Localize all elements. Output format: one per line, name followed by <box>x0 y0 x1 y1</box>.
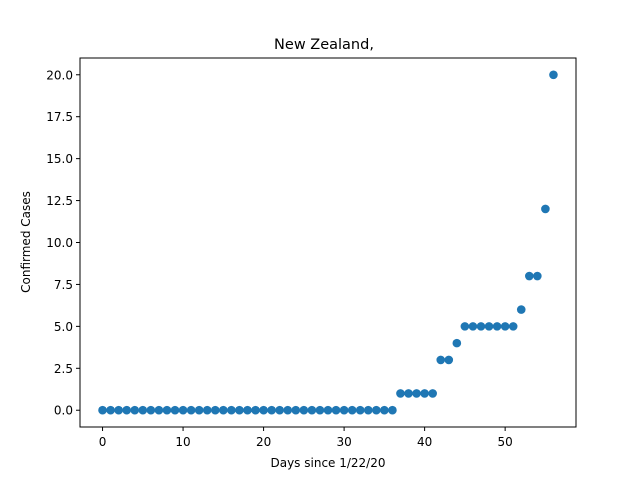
y-tick-label: 15.0 <box>46 152 73 166</box>
data-point <box>492 322 502 331</box>
x-tick-label: 50 <box>498 435 513 449</box>
data-point <box>235 405 244 415</box>
data-point <box>541 204 550 214</box>
data-point <box>291 405 301 415</box>
data-point <box>162 405 172 415</box>
y-axis-label: Confirmed Cases <box>19 191 33 293</box>
x-tick-label: 30 <box>336 435 351 449</box>
data-point <box>130 405 140 415</box>
data-point <box>299 405 309 415</box>
data-point <box>210 405 220 415</box>
data-point <box>355 405 365 415</box>
data-point <box>347 405 357 415</box>
data-point <box>404 389 413 398</box>
data-point <box>227 405 236 415</box>
data-point <box>331 405 341 415</box>
x-tick-label: 10 <box>175 435 190 449</box>
data-point <box>315 405 325 415</box>
data-point <box>186 405 196 415</box>
y-axis-ticks: 0.0 2.5 5.0 7.5 10.0 12.5 15.0 17.5 20.0 <box>46 68 80 418</box>
data-point <box>436 355 446 365</box>
data-point <box>170 405 180 415</box>
data-point <box>98 405 107 415</box>
data-point <box>388 405 397 415</box>
data-point <box>194 405 204 415</box>
x-axis-ticks: 0 10 20 30 40 50 <box>99 427 513 449</box>
y-tick-label: 12.5 <box>46 194 73 208</box>
chart-title: New Zealand, <box>274 37 374 53</box>
y-tick-label: 7.5 <box>54 278 73 292</box>
y-tick-label: 20.0 <box>46 68 73 82</box>
data-point <box>219 405 228 415</box>
data-point <box>307 405 317 415</box>
data-point <box>339 405 349 415</box>
data-point <box>396 389 405 398</box>
data-point <box>251 405 260 415</box>
data-point <box>283 405 293 415</box>
data-point <box>524 271 534 281</box>
data-point <box>267 405 276 415</box>
y-tick-label: 17.5 <box>46 110 73 124</box>
data-point <box>452 338 462 348</box>
y-tick-label: 0.0 <box>54 404 73 418</box>
data-points <box>98 70 558 415</box>
data-point <box>243 405 252 415</box>
data-point <box>412 389 421 398</box>
data-point <box>138 405 148 415</box>
data-point <box>178 405 188 415</box>
data-point <box>516 305 526 314</box>
data-point <box>476 322 486 331</box>
data-point <box>460 322 470 331</box>
data-point <box>154 405 164 415</box>
data-point <box>372 405 381 415</box>
data-point <box>202 405 212 415</box>
x-axis-label: Days since 1/22/20 <box>270 456 385 470</box>
data-point <box>380 405 389 415</box>
data-point <box>363 405 373 415</box>
data-point <box>114 405 123 415</box>
x-tick-label: 0 <box>99 435 107 449</box>
data-point <box>484 322 494 331</box>
y-tick-label: 10.0 <box>46 236 73 250</box>
data-point <box>122 405 132 415</box>
data-point <box>533 271 542 281</box>
data-point <box>549 70 558 80</box>
x-tick-label: 40 <box>417 435 432 449</box>
data-point <box>500 322 510 331</box>
data-point <box>259 405 268 415</box>
data-point <box>444 355 454 365</box>
data-point <box>508 322 518 331</box>
data-point <box>275 405 284 415</box>
data-point <box>468 322 478 331</box>
data-point <box>323 405 333 415</box>
data-point <box>428 389 437 398</box>
y-tick-label: 5.0 <box>54 320 73 334</box>
plot-frame <box>79 57 577 428</box>
data-point <box>106 405 115 415</box>
data-point <box>146 405 156 415</box>
x-tick-label: 20 <box>256 435 271 449</box>
y-tick-label: 2.5 <box>54 362 73 376</box>
data-point <box>420 389 429 398</box>
